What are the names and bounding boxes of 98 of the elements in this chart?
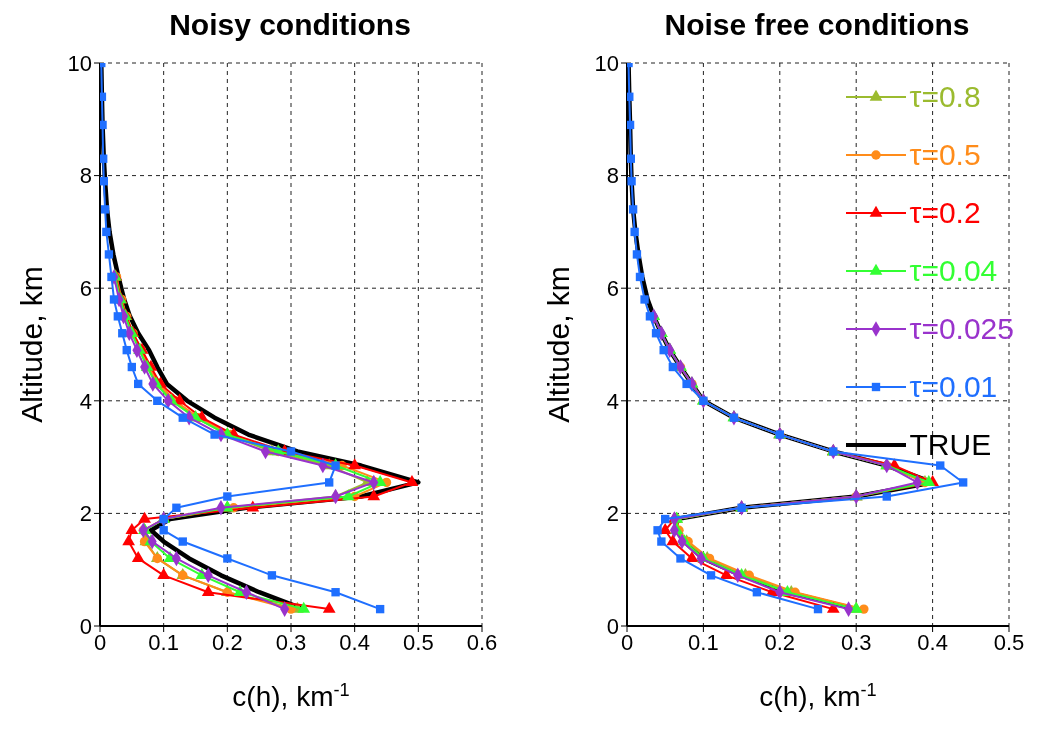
point — [628, 205, 638, 214]
legend-label: TRUE — [909, 428, 992, 461]
point — [100, 154, 108, 163]
point — [375, 604, 385, 614]
legend-label: τ=0.025 — [909, 312, 1014, 345]
point — [666, 534, 680, 546]
x-axis-title: c(h), km$^{-1}$ — [759, 680, 877, 712]
chart-title: Noise free conditions — [663, 8, 971, 42]
point — [118, 329, 127, 338]
point — [405, 475, 419, 487]
point — [657, 537, 666, 546]
x-tick-label: 0.4 — [917, 629, 948, 655]
point — [348, 458, 362, 470]
point — [936, 461, 945, 470]
y-axis-title: Altitude, km — [542, 266, 575, 423]
point — [286, 447, 296, 456]
point — [958, 478, 968, 487]
point — [201, 584, 215, 596]
y-tick-label: 4 — [606, 388, 619, 414]
point — [100, 92, 107, 101]
y-tick-label: 2 — [606, 501, 619, 527]
point — [640, 295, 649, 304]
point — [100, 177, 108, 186]
x-tick-label: 0.6 — [466, 629, 498, 655]
y-tick-label: 6 — [79, 276, 92, 302]
point — [104, 250, 114, 259]
point — [223, 554, 232, 563]
point — [627, 177, 636, 186]
point — [131, 551, 145, 563]
point — [882, 492, 891, 501]
point — [172, 503, 181, 512]
point — [223, 492, 232, 501]
y-axis-title: Altitude, km — [15, 266, 48, 423]
y-tick-label: 0 — [79, 613, 92, 639]
point — [267, 571, 277, 580]
point — [661, 514, 670, 524]
point — [122, 534, 136, 546]
y-tick-label: 10 — [67, 50, 92, 76]
legend-label: τ=0.5 — [909, 138, 981, 171]
legend-label: τ=0.8 — [909, 80, 981, 113]
point — [627, 154, 635, 163]
x-tick-label: 0.1 — [688, 629, 719, 655]
point — [122, 345, 131, 355]
point — [331, 588, 340, 597]
point — [125, 522, 139, 534]
point — [685, 551, 699, 563]
point — [752, 588, 762, 597]
y-tick-label: 4 — [79, 388, 92, 414]
point — [178, 537, 187, 546]
point — [138, 511, 151, 523]
point — [367, 489, 381, 501]
point — [676, 554, 685, 563]
point — [645, 312, 655, 321]
x-axis-title: c(h), km$^{-1}$ — [232, 680, 350, 712]
point — [178, 413, 187, 422]
point — [682, 379, 691, 389]
point — [297, 601, 311, 613]
point — [157, 567, 171, 579]
x-tick-label: 0.2 — [764, 629, 796, 655]
point — [627, 120, 635, 130]
x-tick-label: 0.2 — [212, 629, 243, 655]
point — [813, 604, 823, 614]
x-tick-label: 0.3 — [840, 629, 872, 655]
x-tick-label: 0.4 — [339, 629, 370, 655]
point — [134, 379, 143, 389]
point — [113, 312, 123, 321]
point — [153, 396, 162, 405]
point — [102, 227, 111, 237]
point — [322, 601, 336, 613]
point — [325, 478, 334, 487]
y-tick-label: 6 — [606, 276, 619, 302]
point — [100, 205, 110, 214]
y-tick-label: 0 — [606, 613, 619, 639]
point — [635, 272, 645, 282]
point — [127, 362, 137, 372]
x-tick-label: 0.3 — [275, 629, 307, 655]
y-tick-label: 2 — [79, 501, 92, 527]
point — [668, 362, 678, 372]
x-tick-label: 0.5 — [403, 629, 434, 655]
x-tick-label: 0.1 — [148, 629, 179, 655]
y-tick-label: 8 — [79, 163, 92, 189]
legend-label: τ=0.01 — [909, 370, 998, 403]
point — [100, 120, 107, 130]
x-tick-label: 0.5 — [993, 629, 1025, 655]
point — [653, 526, 662, 535]
point — [159, 526, 168, 535]
point — [922, 475, 936, 487]
point — [109, 295, 119, 304]
point — [659, 345, 668, 355]
y-tick-label: 10 — [594, 50, 619, 76]
point — [630, 227, 639, 237]
point — [210, 430, 219, 439]
y-tick-label: 8 — [606, 163, 619, 189]
legend-label: τ=0.2 — [909, 196, 981, 229]
point — [706, 571, 716, 580]
legend-label: τ=0.04 — [909, 254, 998, 287]
point — [632, 250, 642, 259]
chart-title: Noisy conditions — [168, 8, 412, 42]
